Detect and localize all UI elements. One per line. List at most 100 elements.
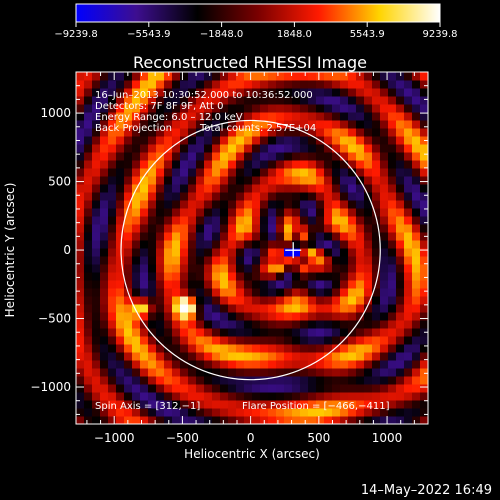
heatmap-cell (332, 264, 341, 273)
heatmap-cell (388, 176, 397, 185)
heatmap-cell (372, 248, 381, 257)
heatmap-cell (356, 96, 365, 105)
heatmap-cell (388, 312, 397, 321)
heatmap-cell (140, 288, 149, 297)
heatmap-cell (172, 216, 181, 225)
heatmap-cell (220, 104, 229, 113)
heatmap-cell (148, 112, 157, 121)
heatmap-cell (308, 368, 317, 377)
heatmap-cell (404, 120, 413, 129)
heatmap-cell (388, 160, 397, 169)
heatmap-cell (212, 240, 221, 249)
heatmap-cell (220, 96, 229, 105)
heatmap-cell (276, 256, 285, 265)
heatmap-cell (316, 72, 325, 81)
heatmap-cell (364, 104, 373, 113)
heatmap-cell (340, 304, 349, 313)
heatmap-cell (388, 304, 397, 313)
heatmap-cell (284, 80, 293, 89)
heatmap-cell (404, 408, 413, 417)
heatmap-cell (244, 104, 253, 113)
heatmap-cell (364, 416, 373, 424)
heatmap-cell (396, 360, 405, 369)
heatmap-cell (420, 208, 428, 217)
heatmap-cell (116, 264, 125, 273)
heatmap-cell (140, 208, 149, 217)
heatmap-cell (148, 264, 157, 273)
heatmap-cell (364, 296, 373, 305)
heatmap-cell (388, 320, 397, 329)
heatmap-cell (316, 392, 325, 401)
heatmap-cell (228, 184, 237, 193)
heatmap-cell (364, 392, 373, 401)
heatmap-cell (316, 152, 325, 161)
heatmap-cell (364, 384, 373, 393)
heatmap-cell (340, 136, 349, 145)
heatmap-cell (244, 320, 253, 329)
heatmap-cell (284, 312, 293, 321)
heatmap-cell (300, 224, 309, 233)
heatmap-cell (116, 208, 125, 217)
heatmap-cell (268, 160, 277, 169)
heatmap-cell (148, 208, 157, 217)
y-tick-label: −500 (38, 312, 71, 326)
heatmap-cell (236, 352, 245, 361)
heatmap-cell (268, 144, 277, 153)
heatmap-cell (300, 360, 309, 369)
heatmap-cell (236, 88, 245, 97)
heatmap-cell (196, 408, 205, 417)
heatmap-cell (324, 392, 333, 401)
heatmap-cell (180, 376, 189, 385)
heatmap-cell (284, 296, 293, 305)
heatmap-cell (340, 96, 349, 105)
heatmap-cell (92, 336, 101, 345)
heatmap-cell (316, 144, 325, 153)
heatmap-cell (252, 208, 261, 217)
heatmap-cell (164, 408, 173, 417)
heatmap-cell (148, 384, 157, 393)
heatmap-cell (348, 136, 357, 145)
heatmap-cell (292, 256, 301, 265)
heatmap-cell (108, 200, 117, 209)
heatmap-cell (284, 376, 293, 385)
heatmap-cell (220, 344, 229, 353)
heatmap-cell (364, 168, 373, 177)
heatmap-cell (228, 208, 237, 217)
heatmap-cell (100, 216, 109, 225)
heatmap-cell (188, 288, 197, 297)
heatmap-cell (92, 80, 101, 89)
heatmap-cell (348, 128, 357, 137)
heatmap-cell (188, 168, 197, 177)
heatmap-cell (316, 384, 325, 393)
colorbar-tick-label: 1848.0 (277, 29, 312, 40)
heatmap-cell (180, 336, 189, 345)
heatmap-cell (372, 168, 381, 177)
heatmap-cell (252, 320, 261, 329)
heatmap-cell (156, 248, 165, 257)
heatmap-cell (268, 72, 277, 81)
heatmap-cell (76, 104, 85, 113)
heatmap-cell (172, 256, 181, 265)
heatmap-cell (276, 80, 285, 89)
heatmap-cell (244, 352, 253, 361)
heatmap-cell (316, 256, 325, 265)
heatmap-cell (252, 272, 261, 281)
heatmap-cell (164, 296, 173, 305)
heatmap-cell (204, 136, 213, 145)
heatmap-cell (84, 184, 93, 193)
heatmap-cell (420, 152, 428, 161)
heatmap-cell (244, 312, 253, 321)
heatmap-cell (188, 256, 197, 265)
heatmap-cell (108, 408, 117, 417)
heatmap-cell (212, 304, 221, 313)
heatmap-cell (404, 192, 413, 201)
heatmap-cell (412, 200, 421, 209)
heatmap-cell (124, 120, 133, 129)
heatmap-cell (276, 416, 285, 424)
heatmap-cell (284, 160, 293, 169)
heatmap-cell (420, 168, 428, 177)
heatmap-cell (364, 240, 373, 249)
heatmap-cell (284, 96, 293, 105)
heatmap-cell (228, 144, 237, 153)
heatmap-cell (372, 120, 381, 129)
